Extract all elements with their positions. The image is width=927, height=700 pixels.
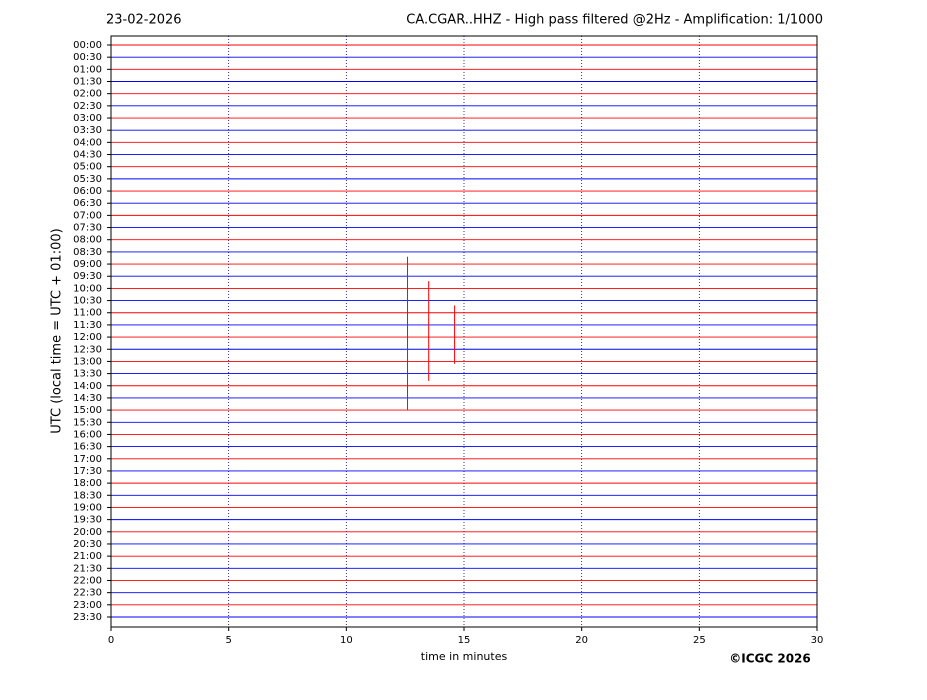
y-tick-label: 15:30 xyxy=(73,417,102,428)
y-tick-label: 09:00 xyxy=(73,259,102,270)
y-tick-label: 11:30 xyxy=(73,320,102,331)
y-tick-label: 04:30 xyxy=(73,150,102,161)
y-tick-label: 12:00 xyxy=(73,332,102,343)
y-tick-label: 10:00 xyxy=(73,283,102,294)
y-tick-label: 17:00 xyxy=(73,454,102,465)
y-tick-label: 16:30 xyxy=(73,442,102,453)
y-tick-label: 18:30 xyxy=(73,490,102,501)
plot-area xyxy=(111,36,817,627)
y-tick-label: 01:30 xyxy=(73,77,102,88)
y-tick-label: 19:00 xyxy=(73,502,102,513)
date: 23-02-2026 xyxy=(106,13,182,28)
x-tick-label: 30 xyxy=(811,635,824,646)
y-tick-label: 10:30 xyxy=(73,296,102,307)
y-tick-label: 08:30 xyxy=(73,247,102,258)
y-tick-label: 08:00 xyxy=(73,235,102,246)
x-tick-label: 15 xyxy=(458,635,471,646)
y-tick-label: 19:30 xyxy=(73,515,102,526)
y-tick-label: 05:30 xyxy=(73,174,102,185)
y-tick-label: 22:00 xyxy=(73,575,102,586)
y-tick-label: 23:00 xyxy=(73,600,102,611)
y-tick-label: 04:00 xyxy=(73,137,102,148)
x-axis-label: time in minutes xyxy=(421,650,508,663)
y-tick-label: 21:00 xyxy=(73,551,102,562)
y-tick-label: 00:00 xyxy=(73,40,102,51)
x-tick-label: 20 xyxy=(575,635,588,646)
y-tick-label: 18:00 xyxy=(73,478,102,489)
x-tick-label: 0 xyxy=(108,635,114,646)
y-tick-label: 03:30 xyxy=(73,125,102,136)
y-tick-label: 01:00 xyxy=(73,64,102,75)
x-tick-label: 10 xyxy=(340,635,353,646)
y-tick-label: 00:30 xyxy=(73,52,102,63)
y-tick-label: 07:00 xyxy=(73,210,102,221)
y-tick-label: 06:00 xyxy=(73,186,102,197)
copyright: ©ICGC 2026 xyxy=(729,652,811,666)
y-tick-label: 20:30 xyxy=(73,539,102,550)
y-tick-label: 17:30 xyxy=(73,466,102,477)
x-tick-label: 5 xyxy=(225,635,231,646)
y-tick-label: 03:00 xyxy=(73,113,102,124)
y-tick-label: 09:30 xyxy=(73,271,102,282)
x-tick-label: 25 xyxy=(693,635,706,646)
y-tick-label: 16:00 xyxy=(73,429,102,440)
chart-title: CA.CGAR..HHZ - High pass filtered @2Hz -… xyxy=(406,13,823,28)
y-tick-label: 02:30 xyxy=(73,101,102,112)
y-tick-label: 06:30 xyxy=(73,198,102,209)
y-tick-label: 02:00 xyxy=(73,89,102,100)
y-tick-label: 05:00 xyxy=(73,162,102,173)
y-tick-label: 22:30 xyxy=(73,588,102,599)
y-tick-label: 13:30 xyxy=(73,369,102,380)
y-tick-label: 11:00 xyxy=(73,308,102,319)
y-tick-label: 14:00 xyxy=(73,381,102,392)
y-axis-label: UTC (local time = UTC + 01:00) xyxy=(50,228,65,433)
y-tick-label: 14:30 xyxy=(73,393,102,404)
y-tick-label: 12:30 xyxy=(73,344,102,355)
y-tick-label: 13:00 xyxy=(73,356,102,367)
y-tick-label: 15:00 xyxy=(73,405,102,416)
y-tick-label: 07:30 xyxy=(73,223,102,234)
y-tick-label: 23:30 xyxy=(73,612,102,623)
y-tick-label: 21:30 xyxy=(73,563,102,574)
y-tick-label: 20:00 xyxy=(73,527,102,538)
